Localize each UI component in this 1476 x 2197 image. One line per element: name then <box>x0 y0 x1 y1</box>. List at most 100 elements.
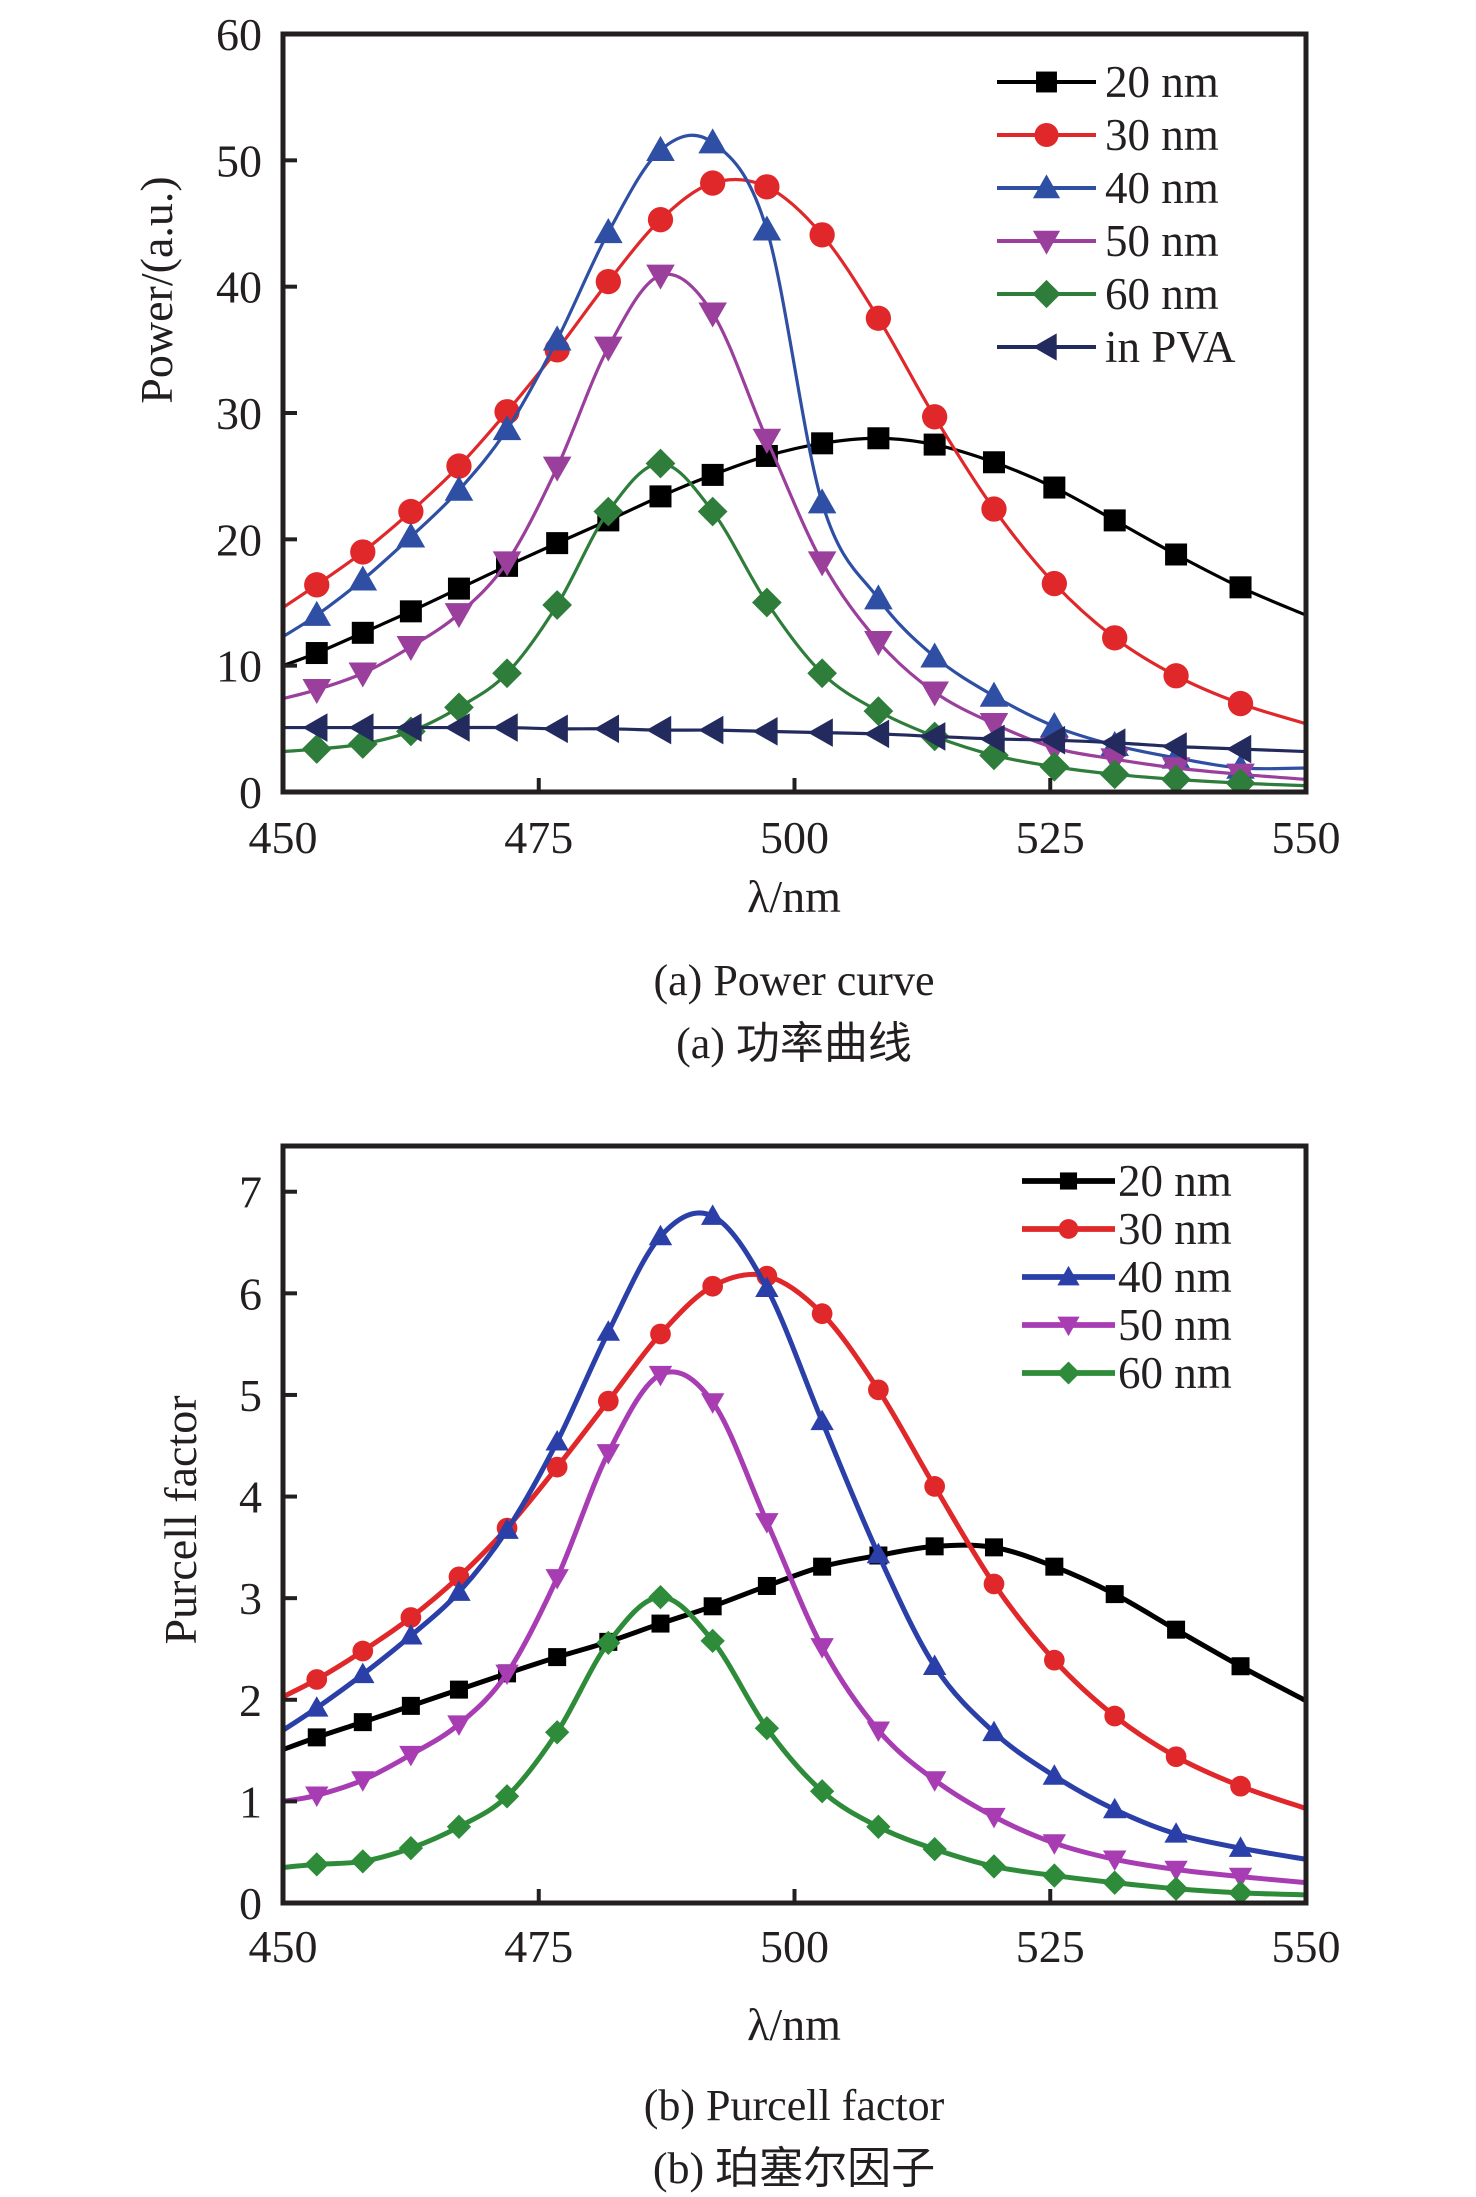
data-point-60-nm <box>645 448 676 479</box>
data-point-40-nm <box>348 565 378 591</box>
data-point-60-nm <box>922 1836 947 1862</box>
data-point-20-nm <box>925 1537 944 1556</box>
data-point-50-nm <box>752 428 782 454</box>
data-point-in-pva <box>698 715 724 745</box>
legend-label: 60 nm <box>1105 269 1219 319</box>
legend-item-40-nm: 40 nm <box>1022 1252 1232 1302</box>
purcell-series-layer <box>283 1204 1306 1903</box>
data-point-40-nm <box>1164 1822 1188 1843</box>
legend-label: 30 nm <box>1118 1204 1232 1254</box>
data-point-20-nm <box>867 427 890 450</box>
data-point-40-nm <box>864 584 893 610</box>
data-point-20-nm <box>1045 1557 1064 1576</box>
caption-a-english: (a) Power curve <box>654 956 935 1005</box>
y-tick-label: 1 <box>239 1776 262 1827</box>
data-point-60-nm <box>593 496 624 527</box>
data-point-50-nm <box>755 1513 779 1534</box>
legend-marker-40-nm <box>1032 174 1061 199</box>
power-y-axis-title: Power/(a.u.) <box>131 176 182 403</box>
data-point-20-nm <box>307 1728 326 1747</box>
data-point-60-nm <box>1163 1876 1189 1901</box>
data-point-50-nm <box>810 1638 834 1659</box>
data-point-20-nm <box>1105 1585 1124 1604</box>
y-tick-label: 7 <box>239 1167 262 1218</box>
data-point-40-nm <box>302 600 332 626</box>
legend-marker-30-nm <box>1058 1219 1079 1239</box>
data-point-50-nm <box>492 551 522 577</box>
data-point-in-pva <box>542 714 568 744</box>
data-point-60-nm <box>1225 768 1256 792</box>
x-tick-label: 475 <box>504 1921 573 1972</box>
legend-label: 50 nm <box>1105 216 1219 266</box>
x-tick-label: 525 <box>1016 1921 1085 1972</box>
data-point-30-nm <box>1230 1775 1251 1797</box>
data-point-20-nm <box>701 463 724 486</box>
data-point-30-nm <box>811 1303 833 1325</box>
data-point-40-nm <box>305 1696 329 1717</box>
data-point-60-nm <box>866 1814 891 1839</box>
power-x-axis-title: λ/nm <box>747 871 841 922</box>
data-point-20-nm <box>1043 476 1066 499</box>
data-point-40-nm <box>444 475 474 501</box>
series-40-nm <box>283 128 1306 779</box>
y-tick-label: 0 <box>239 1878 262 1929</box>
data-point-50-nm <box>348 662 378 688</box>
legend-item-20-nm: 20 nm <box>1022 1156 1232 1206</box>
series-30-nm <box>283 1265 1306 1811</box>
y-tick-label: 40 <box>216 262 262 313</box>
data-point-in-pva <box>1161 732 1187 761</box>
y-tick-label: 0 <box>239 767 262 818</box>
data-point-in-pva <box>594 714 620 744</box>
data-point-30-nm <box>754 174 780 200</box>
data-point-60-nm <box>542 590 573 620</box>
data-point-40-nm <box>495 1518 519 1539</box>
legend-item-30-nm: 30 nm <box>997 110 1219 160</box>
data-point-60-nm <box>347 729 378 759</box>
data-point-40-nm <box>1228 1836 1253 1857</box>
data-point-50-nm <box>396 635 426 662</box>
data-point-in-pva <box>864 719 890 749</box>
data-point-40-nm <box>646 135 675 161</box>
data-point-in-pva <box>979 724 1005 754</box>
data-point-in-pva <box>752 717 778 746</box>
power-ticks: 450 475 500 525 550 0 10 20 30 40 50 60 <box>216 9 1341 863</box>
data-point-20-nm <box>1231 1657 1250 1676</box>
y-tick-label: 20 <box>216 514 262 565</box>
data-point-60-nm <box>398 1835 424 1861</box>
series-line-in-pva <box>283 725 1306 754</box>
data-point-60-nm <box>807 658 837 689</box>
data-point-40-nm <box>545 1429 569 1451</box>
legend-item-20-nm: 20 nm <box>997 57 1219 107</box>
data-point-50-nm <box>596 1444 621 1465</box>
data-point-60-nm <box>863 696 894 726</box>
data-point-60-nm <box>754 1716 780 1741</box>
x-tick-label: 450 <box>249 812 318 863</box>
data-point-in-pva <box>807 718 833 747</box>
data-point-50-nm <box>648 1365 673 1387</box>
data-point-40-nm <box>922 1654 947 1676</box>
x-tick-label: 500 <box>760 1921 829 1972</box>
data-point-60-nm <box>981 1854 1007 1879</box>
data-point-50-nm <box>700 1393 725 1414</box>
data-point-30-nm <box>647 207 674 233</box>
legend-item-50-nm: 50 nm <box>997 216 1219 266</box>
data-point-30-nm <box>924 1476 946 1497</box>
data-point-50-nm <box>444 603 474 629</box>
data-point-50-nm <box>1228 1867 1253 1889</box>
data-point-40-nm <box>807 488 837 514</box>
legend-item-50-nm: 50 nm <box>1022 1300 1232 1350</box>
data-point-20-nm <box>813 1557 832 1576</box>
data-point-60-nm <box>446 1814 472 1839</box>
legend-label: 50 nm <box>1118 1300 1232 1350</box>
data-point-50-nm <box>1042 1834 1067 1855</box>
caption-b-chinese: (b) 珀塞尔因子 <box>653 2144 935 2193</box>
data-point-30-nm <box>981 496 1007 522</box>
data-point-20-nm <box>353 1713 372 1732</box>
series-line-50-nm <box>283 272 1306 781</box>
data-point-60-nm <box>301 734 332 764</box>
data-point-30-nm <box>398 498 424 525</box>
y-tick-label: 2 <box>239 1675 262 1726</box>
x-tick-label: 550 <box>1272 1921 1341 1972</box>
